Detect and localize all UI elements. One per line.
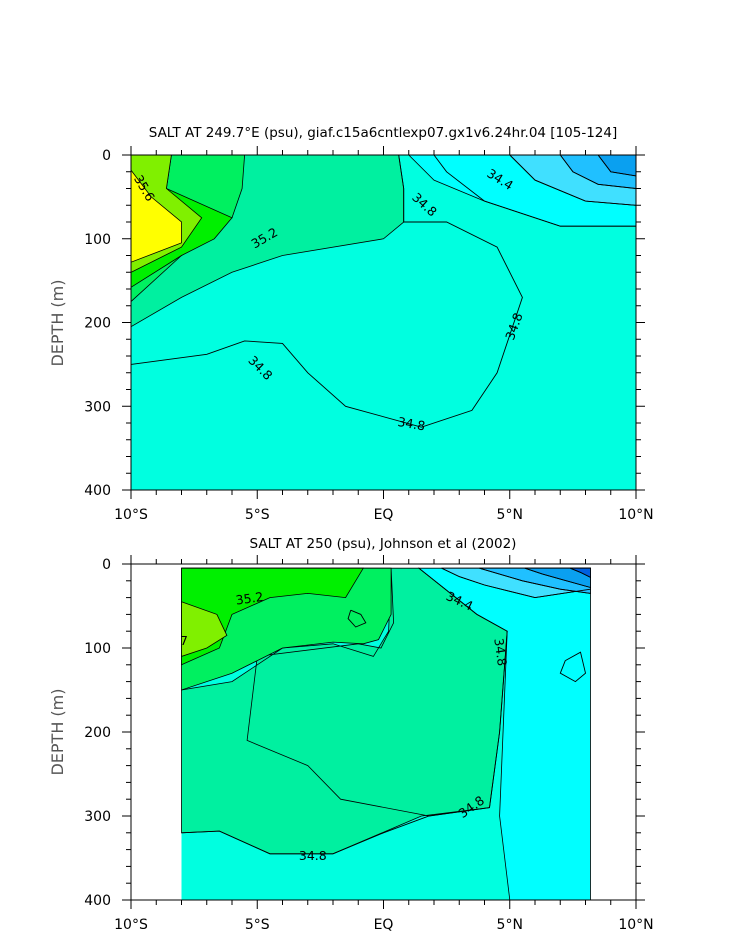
y-tick-label: 300 xyxy=(84,809,111,825)
x-tick-label: 5°S xyxy=(245,917,270,933)
panel-model: SALT AT 249.7°E (psu), giaf.c15a6cntlexp… xyxy=(48,125,654,523)
contour-line xyxy=(509,154,637,206)
y-tick-label: 400 xyxy=(84,483,111,499)
contour-region xyxy=(181,601,228,657)
axes: 10°S 5°S EQ 5°N 10°N 0 100 200 300 400 xyxy=(84,146,654,523)
contour-line xyxy=(524,567,591,588)
chart-title: SALT AT 249.7°E (psu), giaf.c15a6cntlexp… xyxy=(149,125,617,141)
y-axis-title: DEPTH (m) xyxy=(48,688,67,775)
y-tick-label: 0 xyxy=(102,557,111,573)
contour-label: 7 xyxy=(180,633,188,648)
x-tick-label: 10°N xyxy=(618,917,653,933)
contour-line xyxy=(347,609,367,628)
y-tick-label: 200 xyxy=(84,725,111,741)
x-tick-label: 5°N xyxy=(497,507,523,523)
x-tick-label: EQ xyxy=(374,917,394,933)
y-tick-label: 100 xyxy=(84,232,111,248)
contour-line xyxy=(433,154,636,227)
y-axis-title: DEPTH (m) xyxy=(48,279,67,366)
y-tick-label: 200 xyxy=(84,316,111,332)
x-tick-label: 10°S xyxy=(114,917,148,933)
chart-title: SALT AT 250 (psu), Johnson et al (2002) xyxy=(250,536,517,552)
panel-observations: SALT AT 250 (psu), Johnson et al (2002) … xyxy=(48,536,654,933)
x-tick-label: 10°S xyxy=(114,507,148,523)
contour-line xyxy=(441,567,591,599)
contour-line xyxy=(130,154,523,428)
x-tick-label: EQ xyxy=(374,507,394,523)
contour-region xyxy=(181,567,508,855)
contour-region xyxy=(181,567,365,666)
contour-line xyxy=(479,567,591,594)
x-tick-label: 5°N xyxy=(497,917,523,933)
contour-label: 35.2 xyxy=(235,589,265,608)
x-tick-label: 10°N xyxy=(618,507,653,523)
y-tick-label: 400 xyxy=(84,893,111,909)
contour-line xyxy=(559,154,637,189)
y-tick-label: 300 xyxy=(84,399,111,415)
plot-area: 35.2 34.434.834.834.87 xyxy=(180,567,591,901)
contour-line xyxy=(597,154,637,177)
plot-area: 35.635.234.834.434.834.834.8 xyxy=(130,154,637,490)
y-tick-label: 0 xyxy=(102,148,111,164)
contour-label: 34.8 xyxy=(396,414,426,434)
contour-label: 34.8 xyxy=(299,848,327,863)
contour-line xyxy=(570,567,591,578)
contour-line xyxy=(181,567,508,855)
contour-label: 34.8 xyxy=(491,637,510,667)
contour-line xyxy=(559,651,587,683)
axes: 10°S 5°S EQ 5°N 10°N 0 100 200 300 400 xyxy=(84,555,654,933)
y-tick-label: 100 xyxy=(84,641,111,657)
x-tick-label: 5°S xyxy=(245,507,270,523)
